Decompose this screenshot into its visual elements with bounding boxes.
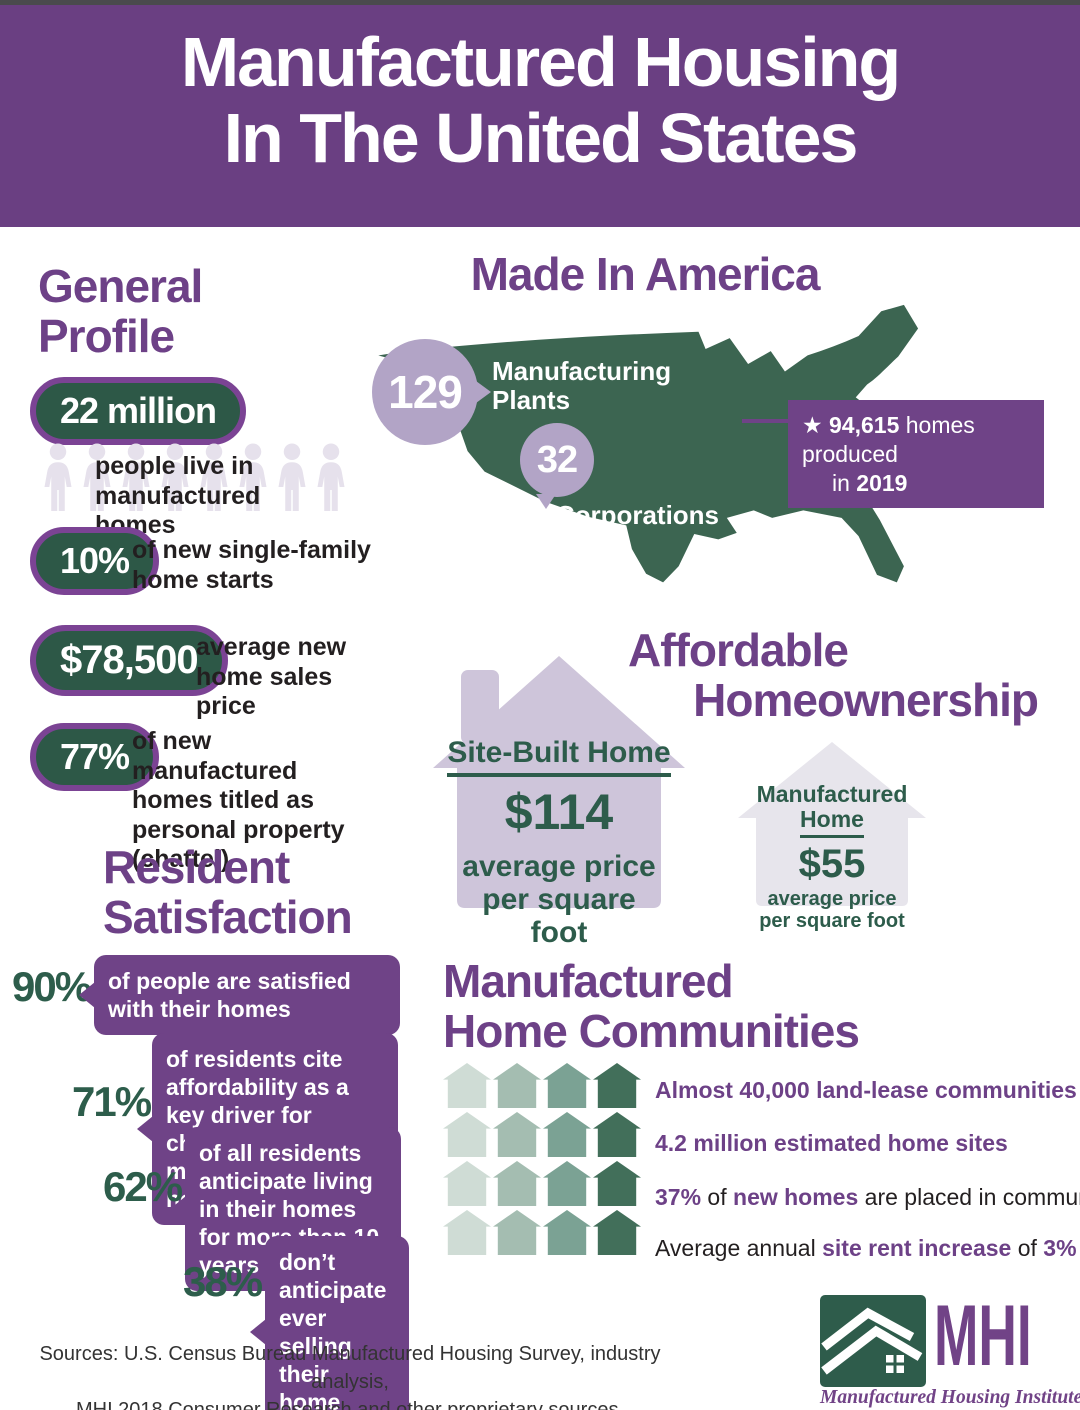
page-title-line2: In The United States [223, 98, 859, 177]
stat-pill-price: $78,500 [30, 625, 228, 696]
mini-house-icon [493, 1210, 541, 1255]
stat-label-home-starts: of new single-family home starts [132, 536, 371, 594]
people-icons-row [40, 442, 349, 519]
communities-bullet-2: 4.2 million estimated home sites [655, 1130, 1008, 1156]
satisfaction-pct-62: 62% [103, 1163, 183, 1210]
mhi-logo: MHI Manufactured Housing Institute [820, 1288, 1080, 1408]
manufactured-caption: average price per square foot [759, 887, 905, 932]
homes-produced-callout: ★ 94,615 homes produced in 2019 [788, 400, 1044, 509]
mini-house-icon [593, 1063, 641, 1108]
satisfaction-pct-90: 90% [12, 963, 92, 1010]
page-title: Manufactured Housing In The United State… [0, 23, 1080, 177]
person-icon [196, 442, 232, 519]
plants-count-bubble: 129 [372, 339, 491, 445]
mini-house-icon [593, 1112, 641, 1157]
mini-house-icon [493, 1063, 541, 1108]
stat-label-sales-price: average new home sales price [196, 633, 347, 720]
mini-house-icon [543, 1112, 591, 1157]
sources-note: Sources: U.S. Census Bureau Manufactured… [39, 1343, 661, 1410]
satisfaction-bubble-90: of people are satisfied with their homes [79, 955, 400, 1036]
manufactured-house: Manufactured Home $55 average price per … [738, 738, 926, 932]
site-built-house: Site-Built Home $114 average price per s… [433, 650, 685, 949]
corporations-count-bubble: 32 [520, 423, 594, 509]
header-banner: Manufactured Housing In The United State… [0, 5, 1080, 227]
person-icon [235, 442, 271, 519]
mini-house-icon [593, 1161, 641, 1206]
mini-house-icon [493, 1112, 541, 1157]
satisfaction-pct-38: 38% [183, 1258, 263, 1305]
site-built-name: Site-Built Home [447, 736, 671, 777]
satisfaction-heading: Resident Satisfaction [103, 841, 353, 943]
communities-heading: Manufactured Home Communities [443, 955, 860, 1057]
person-icon [79, 442, 115, 519]
person-icon [40, 442, 76, 519]
star-icon: ★ [802, 412, 823, 438]
mhi-logo-house-icon [820, 1295, 926, 1387]
person-icon [274, 442, 310, 519]
mini-house-icon [543, 1210, 591, 1255]
mini-house-icon [443, 1161, 491, 1206]
window-top-strip [0, 0, 1080, 5]
stat-label-chattel: of new manufactured homes titled as pers… [132, 727, 345, 873]
stat-pill-10pct: 10% [30, 527, 160, 595]
mini-house-icon [493, 1161, 541, 1206]
general-profile-heading: General Profile [38, 260, 203, 362]
community-house-grid [443, 1063, 641, 1255]
person-icon [313, 442, 349, 519]
mini-house-icon [443, 1112, 491, 1157]
person-icon [157, 442, 193, 519]
communities-bullet-3: 37% of new homes are placed in communiti… [655, 1184, 1080, 1210]
site-built-price: $114 [504, 784, 614, 840]
stat-pill-77pct: 77% [30, 723, 160, 791]
mini-house-icon [443, 1063, 491, 1108]
corporations-label: U.S. Corporations [498, 500, 720, 530]
mhi-tagline: Manufactured Housing Institute [820, 1387, 1080, 1408]
stat-label-people: people live in manufactured homes [95, 452, 261, 539]
mini-house-icon [543, 1063, 591, 1108]
plants-label: Manufacturing Plants [492, 356, 672, 416]
manufactured-name-line2: Home [800, 807, 864, 838]
site-built-caption: average price per square foot [462, 850, 656, 949]
manufactured-price: $55 [798, 841, 866, 886]
callout-connector-line [742, 419, 790, 423]
affordable-heading: Affordable Homeownership [628, 624, 1039, 726]
mhi-wordmark: MHI [934, 1288, 1032, 1384]
communities-bullet-4: Average annual site rent increase of 3% [655, 1235, 1077, 1261]
page-title-line1: Manufactured Housing [180, 23, 901, 101]
manufactured-name-line1: Manufactured [756, 781, 908, 807]
person-icon [118, 442, 154, 519]
mini-house-icon [593, 1210, 641, 1255]
stat-pill-22-million: 22 million [30, 377, 247, 445]
communities-bullet-1: Almost 40,000 land-lease communities [655, 1077, 1077, 1103]
usa-map: 129 Manufacturing Plants 32 U.S. Corpora… [350, 293, 945, 605]
mini-house-icon [443, 1210, 491, 1255]
site-built-house-icon [433, 656, 685, 908]
usa-map-icon [378, 304, 919, 583]
satisfaction-bubble-38: don’t anticipate ever selling their home [250, 1236, 409, 1410]
mini-house-icon [543, 1161, 591, 1206]
made-in-america-heading: Made In America [470, 248, 821, 300]
manufactured-house-icon [738, 742, 926, 906]
